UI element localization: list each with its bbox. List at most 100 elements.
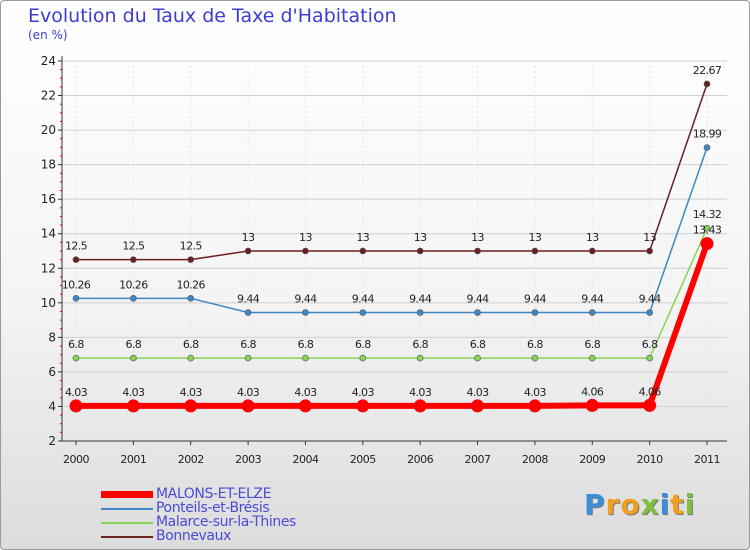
data-label: 13 (529, 231, 542, 244)
data-point (126, 399, 140, 413)
data-point (302, 354, 309, 362)
x-tick-label: 2011 (694, 453, 720, 466)
data-point (187, 354, 195, 362)
x-tick-label: 2002 (178, 453, 204, 466)
data-point (588, 309, 596, 316)
data-label: 4.03 (294, 386, 317, 399)
proxiti-logo: Proxiti (584, 488, 695, 521)
legend-label: Bonnevaux (156, 528, 231, 544)
data-label: 13 (414, 231, 427, 244)
data-label: 6.8 (298, 338, 314, 351)
data-point (646, 247, 653, 255)
data-label: 6.8 (68, 338, 84, 351)
data-point (298, 399, 312, 413)
x-tick-label: 2001 (120, 453, 146, 466)
data-label: 12.5 (180, 240, 203, 253)
data-label: 9.44 (639, 292, 662, 305)
data-label: 4.03 (237, 386, 260, 399)
logo-letter: o (620, 488, 641, 521)
data-label: 4.03 (466, 386, 489, 399)
logo-letter: i (684, 488, 696, 521)
data-label: 6.8 (355, 338, 371, 351)
data-label: 6.8 (584, 338, 600, 351)
data-point (588, 354, 596, 362)
data-point (359, 354, 367, 362)
data-label: 4.06 (581, 385, 604, 398)
data-point (130, 295, 137, 302)
data-label: 22.67 (693, 64, 722, 77)
x-tick-label: 2003 (235, 453, 261, 466)
data-point (130, 256, 137, 263)
data-label: 4.03 (524, 386, 547, 399)
data-point (643, 398, 657, 412)
data-label: 4.06 (639, 385, 662, 398)
x-tick-label: 2008 (522, 453, 548, 466)
logo-letter: x (640, 488, 660, 521)
chart-title: Evolution du Taux de Taxe d'Habitation (28, 5, 397, 27)
legend-item: Bonnevaux (101, 528, 401, 545)
data-point (244, 309, 252, 316)
data-point (531, 309, 539, 316)
y-tick-label: 24 (41, 54, 56, 68)
y-tick-label: 10 (41, 296, 56, 310)
legend-label: Malarce-sur-la-Thines (156, 514, 296, 530)
data-point (703, 80, 711, 88)
data-label: 12.5 (122, 240, 145, 253)
data-label: 6.8 (183, 338, 199, 351)
data-point (72, 295, 80, 302)
legend-label: Ponteils-et-Brésis (156, 500, 270, 516)
legend-item: MALONS-ET-ELZE (101, 486, 401, 503)
data-point (356, 399, 370, 413)
data-label: 6.8 (126, 338, 142, 351)
data-point (130, 354, 137, 362)
logo-letter: i (659, 488, 671, 521)
data-point (531, 354, 539, 362)
data-point (474, 309, 481, 316)
data-point (588, 247, 596, 255)
data-point (416, 247, 424, 255)
y-tick-label: 4 (48, 399, 56, 413)
data-point (187, 295, 195, 302)
legend-swatch (101, 508, 153, 510)
data-label: 13 (356, 231, 369, 244)
y-tick-label: 14 (41, 227, 56, 241)
series-line-bonnevaux (76, 83, 708, 261)
data-point (474, 354, 481, 362)
logo-letter: r (605, 488, 621, 521)
y-tick-label: 16 (41, 192, 56, 206)
legend-swatch (101, 522, 153, 524)
data-point (187, 256, 195, 263)
data-label: 9.44 (294, 292, 317, 305)
data-label: 13 (586, 231, 599, 244)
legend-item: Malarce-sur-la-Thines (101, 514, 401, 531)
data-point (72, 354, 80, 362)
data-point (302, 309, 309, 316)
y-tick-label: 12 (41, 261, 56, 275)
data-label: 13.43 (693, 224, 722, 237)
logo-letter: P (584, 488, 606, 521)
series-line-ponteils-et-br-sis (76, 147, 708, 314)
x-tick-label: 2006 (407, 453, 433, 466)
data-point (585, 398, 599, 412)
data-point (241, 399, 255, 413)
y-tick-label: 6 (48, 365, 56, 379)
data-point (646, 354, 653, 362)
data-point (416, 354, 424, 362)
data-label: 9.44 (352, 292, 375, 305)
data-point (703, 144, 711, 151)
x-tick-label: 2010 (637, 453, 663, 466)
data-label: 6.8 (642, 338, 658, 351)
data-label: 6.8 (412, 338, 428, 351)
chart-subtitle: (en %) (28, 28, 68, 42)
data-point (302, 247, 309, 255)
data-label: 10.26 (62, 278, 91, 291)
data-label: 13 (299, 231, 312, 244)
x-tick-label: 2005 (350, 453, 376, 466)
data-point (69, 399, 83, 413)
data-label: 12.5 (65, 240, 88, 253)
legend-swatch (101, 536, 153, 538)
data-point (184, 399, 198, 413)
data-label: 6.8 (527, 338, 543, 351)
